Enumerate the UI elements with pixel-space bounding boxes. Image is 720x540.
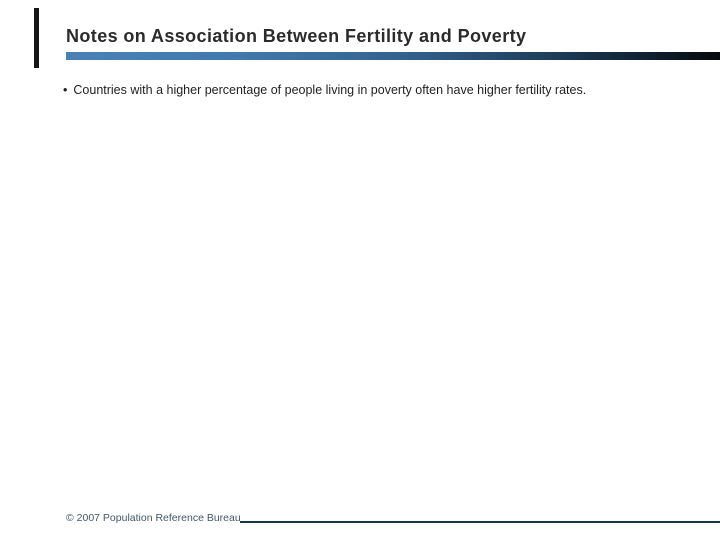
slide-title: Notes on Association Between Fertility a… <box>66 26 527 46</box>
title-accent-bar <box>66 52 720 60</box>
copyright-text: © 2007 Population Reference Bureau <box>66 512 241 524</box>
corner-accent-line <box>34 8 39 68</box>
footer-rule <box>240 521 720 523</box>
bullet-marker: • <box>63 83 68 97</box>
bullet-item: • Countries with a higher percentage of … <box>63 83 586 98</box>
bullet-text: Countries with a higher percentage of pe… <box>73 83 587 97</box>
